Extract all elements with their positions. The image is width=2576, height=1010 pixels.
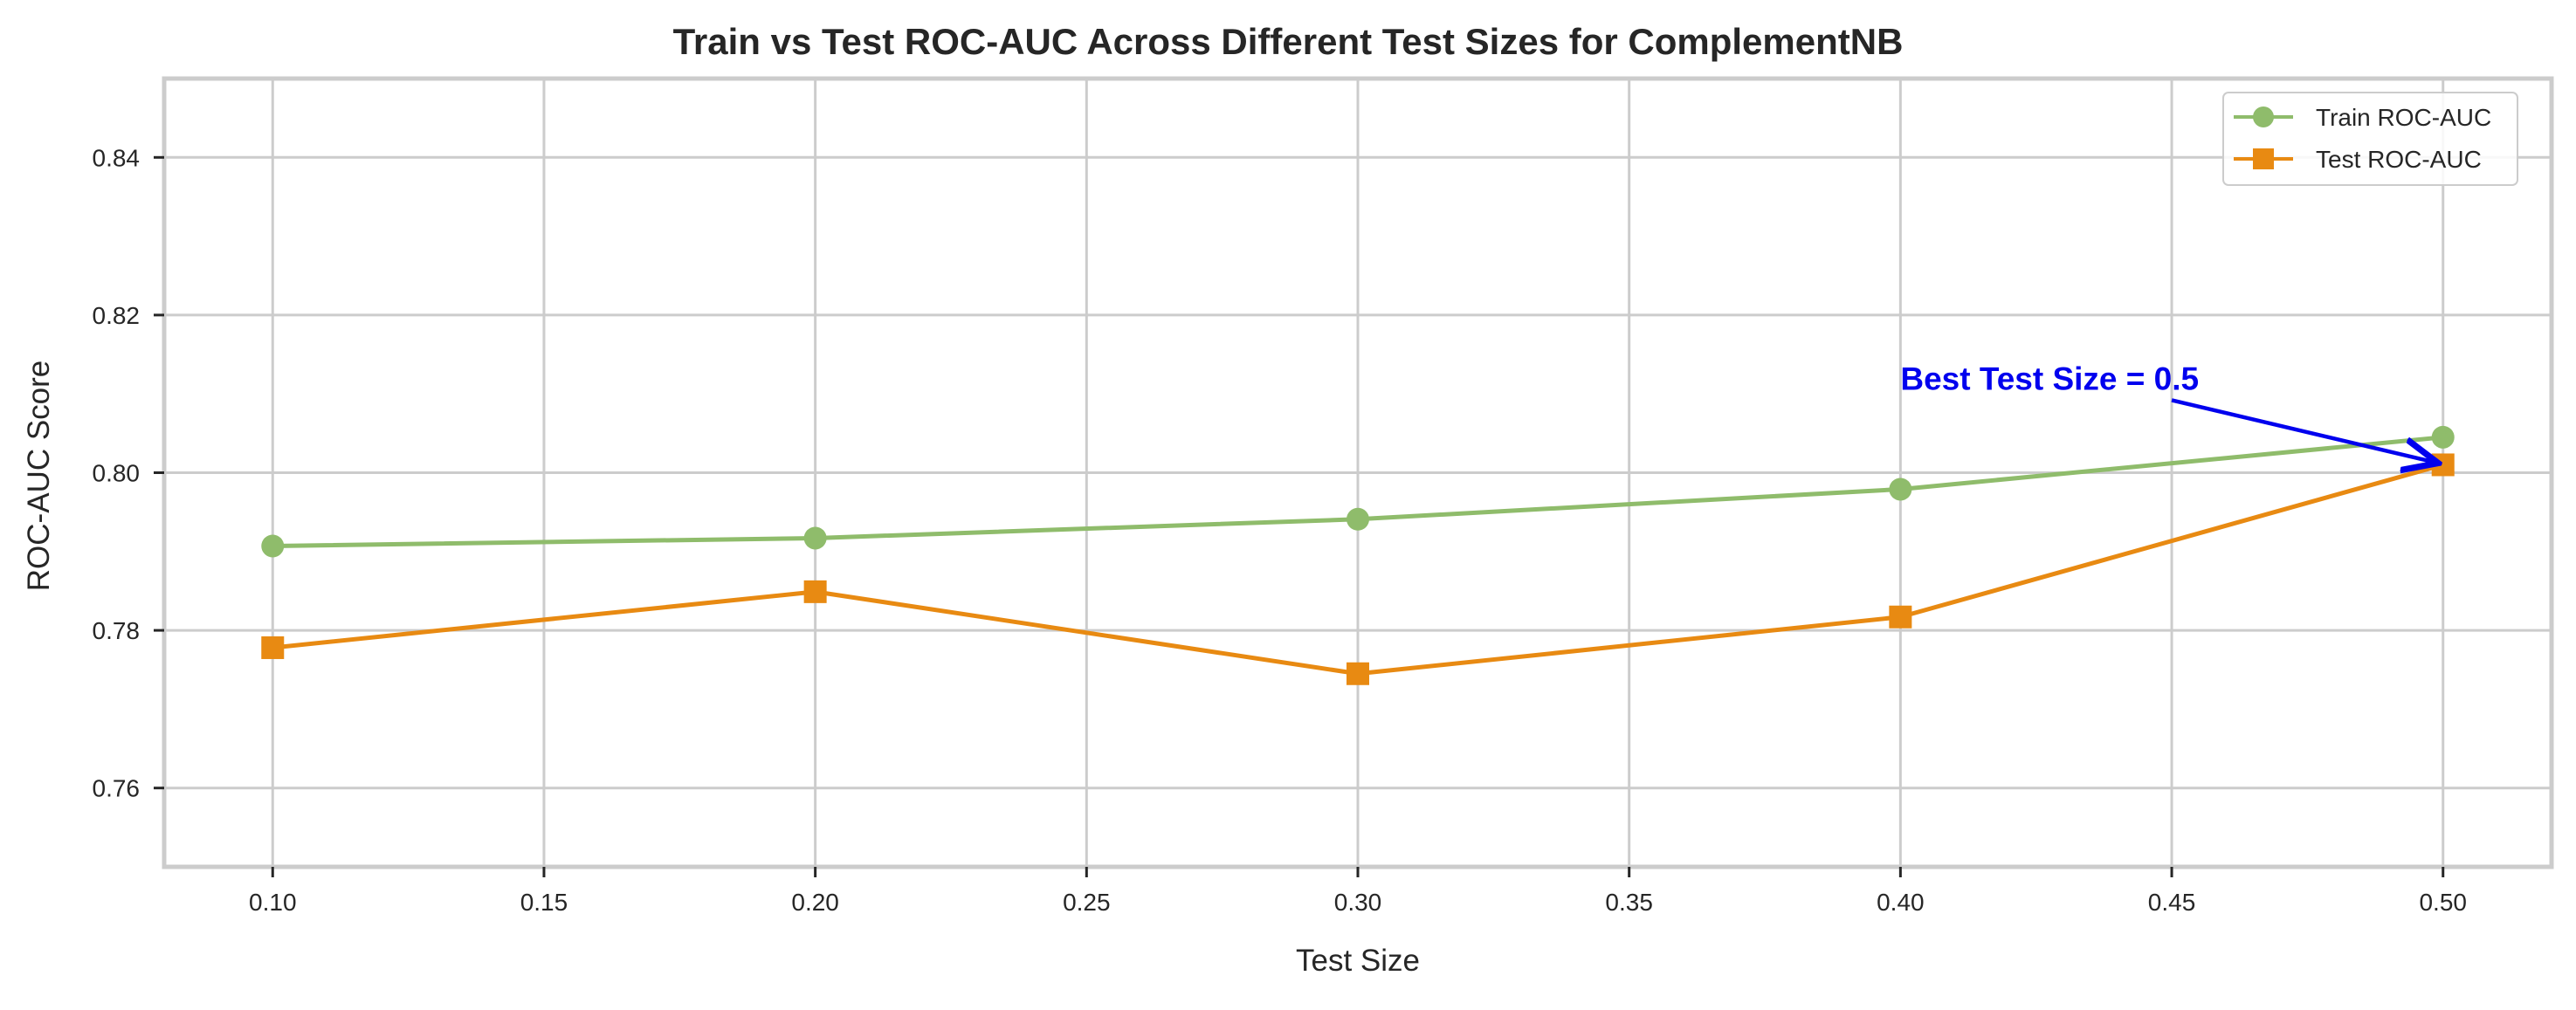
- legend-test-label: Test ROC-AUC: [2316, 146, 2482, 173]
- x-tick-label: 0.50: [2419, 889, 2467, 916]
- x-tick-label: 0.10: [249, 889, 297, 916]
- axis-ticks: 0.10 0.15 0.20 0.25 0.30 0.35 0.40 0.45 0.50 0.76…: [93, 144, 2467, 916]
- legend-train-marker: [2253, 106, 2274, 127]
- y-tick-label: 0.82: [93, 302, 141, 329]
- legend-box: [2222, 92, 2518, 186]
- x-tick-label: 0.15: [520, 889, 568, 916]
- y-tick-label: 0.80: [93, 460, 141, 487]
- test-point: [1347, 662, 1369, 685]
- legend-train-label: Train ROC-AUC: [2316, 104, 2491, 131]
- legend: Train ROC-AUC Test ROC-AUC: [2222, 92, 2518, 186]
- y-tick-label: 0.84: [93, 144, 141, 171]
- y-axis-label: ROC-AUC Score: [22, 361, 56, 591]
- train-point: [1347, 507, 1369, 531]
- y-tick-label: 0.78: [93, 617, 141, 644]
- train-point: [2431, 425, 2455, 449]
- x-tick-label: 0.20: [791, 889, 839, 916]
- x-axis-label: Test Size: [1296, 944, 1420, 978]
- train-point: [803, 526, 827, 550]
- annotation: Best Test Size = 0.5: [1900, 361, 2434, 463]
- x-tick-label: 0.45: [2148, 889, 2196, 916]
- y-tick-label: 0.76: [93, 775, 141, 802]
- series-markers: [261, 425, 2455, 685]
- annotation-arrow: [2171, 398, 2435, 462]
- test-point: [803, 580, 827, 603]
- chart-title: Train vs Test ROC-AUC Across Different T…: [673, 21, 1904, 62]
- test-point: [2431, 453, 2455, 477]
- train-point: [1889, 478, 1912, 501]
- test-point: [261, 636, 285, 659]
- test-point: [1889, 605, 1912, 629]
- train-point: [261, 534, 285, 558]
- annotation-text: Best Test Size = 0.5: [1900, 361, 2199, 397]
- x-tick-label: 0.30: [1334, 889, 1382, 916]
- x-tick-label: 0.35: [1605, 889, 1653, 916]
- x-tick-label: 0.25: [1063, 889, 1111, 916]
- legend-test-marker: [2253, 148, 2274, 169]
- x-tick-label: 0.40: [1877, 889, 1925, 916]
- grid: [164, 79, 2552, 867]
